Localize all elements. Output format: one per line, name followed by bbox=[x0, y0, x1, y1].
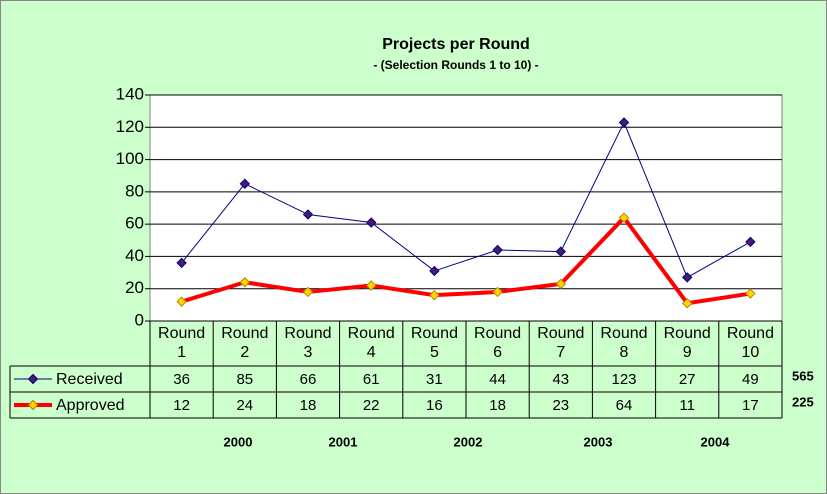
table-value: 11 bbox=[679, 397, 695, 414]
data-point bbox=[618, 117, 630, 128]
x-tick-label: Round 5 bbox=[410, 325, 458, 361]
table-value: 49 bbox=[742, 371, 759, 388]
y-tick-label: 140 bbox=[116, 84, 144, 103]
data-point bbox=[365, 280, 377, 291]
data-point bbox=[555, 278, 567, 290]
y-tick-label: 120 bbox=[116, 117, 144, 136]
year-label: 2003 bbox=[584, 434, 613, 449]
table-value: 61 bbox=[363, 371, 380, 388]
y-tick-label: 0 bbox=[135, 310, 144, 329]
x-tick-label: Round 6 bbox=[474, 325, 522, 361]
x-tick-label: Round 10 bbox=[726, 325, 774, 361]
data-point bbox=[492, 286, 503, 298]
table-value: 16 bbox=[426, 397, 443, 414]
data-point bbox=[176, 257, 187, 269]
y-tick-label: 100 bbox=[116, 149, 144, 168]
table-value: 44 bbox=[489, 371, 506, 388]
table-value: 24 bbox=[236, 397, 253, 414]
data-point bbox=[239, 178, 251, 189]
x-tick-label: Round 9 bbox=[663, 325, 711, 361]
table-value: 85 bbox=[236, 371, 253, 388]
data-point bbox=[492, 244, 503, 256]
table-value: 18 bbox=[300, 397, 317, 414]
data-point bbox=[681, 272, 693, 283]
data-point bbox=[302, 209, 314, 220]
y-tick-label: 80 bbox=[125, 181, 144, 200]
data-point bbox=[429, 289, 440, 301]
series-line bbox=[181, 215, 751, 306]
data-point bbox=[239, 277, 251, 288]
table-value: 12 bbox=[173, 397, 190, 414]
chart-title: Projects per Round bbox=[382, 36, 530, 53]
data-point bbox=[681, 298, 693, 309]
table-value: 27 bbox=[679, 371, 696, 388]
table-value: 17 bbox=[742, 397, 759, 414]
year-label: 2001 bbox=[329, 434, 358, 449]
data-point bbox=[745, 288, 756, 299]
year-label: 2000 bbox=[224, 434, 253, 449]
legend-label: Approved bbox=[56, 397, 125, 414]
x-tick-label: Round 3 bbox=[284, 325, 332, 361]
table-value: 64 bbox=[616, 397, 633, 414]
table-value: 123 bbox=[611, 371, 636, 388]
legend-label: Received bbox=[56, 371, 123, 388]
data-point bbox=[176, 296, 187, 307]
x-tick-label: Round 8 bbox=[600, 325, 648, 361]
table-value: 23 bbox=[552, 397, 569, 414]
data-point bbox=[555, 246, 567, 257]
x-tick-label: Round 4 bbox=[347, 325, 395, 361]
data-point bbox=[618, 212, 630, 223]
series-line bbox=[181, 121, 751, 278]
table-value: 22 bbox=[363, 397, 380, 414]
year-label: 2002 bbox=[454, 434, 483, 449]
legend-marker bbox=[27, 373, 39, 385]
data-point bbox=[302, 286, 314, 298]
row-total: 565 bbox=[792, 368, 814, 383]
legend-marker bbox=[27, 399, 39, 411]
table-value: 43 bbox=[552, 371, 569, 388]
table-value: 36 bbox=[173, 371, 190, 388]
x-tick-label: Round 2 bbox=[221, 325, 269, 361]
table-value: 18 bbox=[489, 397, 506, 414]
year-label: 2004 bbox=[701, 434, 731, 449]
data-point bbox=[429, 265, 440, 277]
row-total: 225 bbox=[792, 394, 814, 409]
y-tick-label: 40 bbox=[125, 246, 144, 265]
table-value: 66 bbox=[300, 371, 317, 388]
y-tick-label: 60 bbox=[125, 214, 144, 233]
data-point bbox=[365, 217, 377, 228]
data-point bbox=[745, 236, 756, 248]
x-tick-label: Round 7 bbox=[537, 325, 585, 361]
x-tick-label: Round 1 bbox=[158, 325, 206, 361]
chart-subtitle: - (Selection Rounds 1 to 10) - bbox=[373, 58, 538, 72]
table-value: 31 bbox=[426, 371, 443, 388]
y-tick-label: 20 bbox=[125, 278, 144, 297]
